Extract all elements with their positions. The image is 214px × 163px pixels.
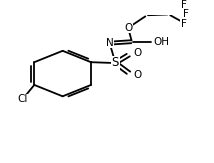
Text: N: N (106, 38, 114, 48)
Text: S: S (111, 56, 119, 69)
Text: O: O (134, 70, 142, 80)
Text: OH: OH (153, 37, 169, 47)
Text: F: F (181, 0, 186, 10)
Text: Cl: Cl (18, 94, 28, 104)
Text: O: O (124, 23, 132, 33)
Text: F: F (183, 9, 189, 20)
Text: O: O (134, 48, 142, 58)
Text: F: F (181, 19, 186, 29)
